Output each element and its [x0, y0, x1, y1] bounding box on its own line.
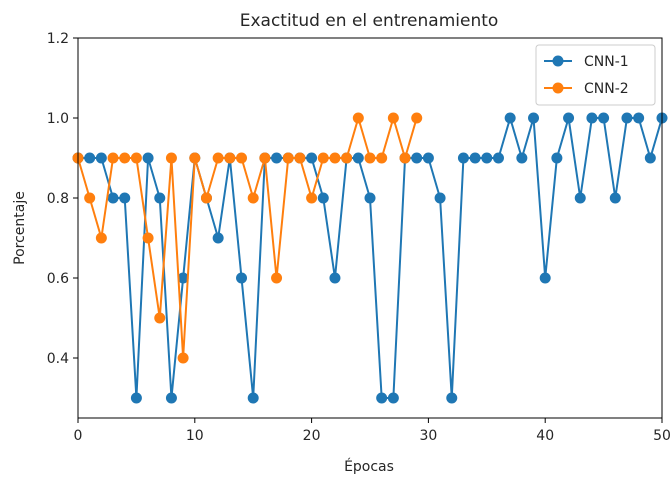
data-point-cnn-1: [516, 152, 528, 164]
legend-marker-cnn-1: [552, 55, 564, 67]
data-point-cnn-2: [399, 152, 411, 164]
data-point-cnn-2: [107, 152, 119, 164]
data-point-cnn-1: [446, 392, 458, 404]
data-point-cnn-1: [434, 192, 446, 204]
data-point-cnn-2: [352, 112, 364, 124]
data-point-cnn-2: [142, 232, 154, 244]
data-point-cnn-2: [329, 152, 341, 164]
legend-label-cnn-2: CNN-2: [584, 81, 629, 97]
legend-marker-cnn-2: [552, 82, 564, 94]
data-point-cnn-1: [165, 392, 177, 404]
data-point-cnn-1: [411, 152, 423, 164]
data-point-cnn-2: [224, 152, 236, 164]
data-point-cnn-2: [212, 152, 224, 164]
data-point-cnn-1: [119, 192, 131, 204]
x-tick-label: 50: [653, 428, 671, 444]
data-point-cnn-2: [165, 152, 177, 164]
data-point-cnn-1: [236, 272, 248, 284]
y-axis: 0.4 0.6 0.8 1.0 1.2: [47, 31, 78, 367]
data-point-cnn-1: [107, 192, 119, 204]
x-tick-label: 10: [186, 428, 204, 444]
y-tick-label: 0.8: [47, 191, 69, 207]
data-point-cnn-1: [247, 392, 259, 404]
y-tick-label: 0.4: [47, 351, 69, 367]
x-axis: 0 10 20 30 40 50: [74, 418, 671, 444]
data-point-cnn-2: [364, 152, 376, 164]
data-point-cnn-1: [364, 192, 376, 204]
data-point-cnn-1: [130, 392, 142, 404]
data-point-cnn-1: [212, 232, 224, 244]
x-tick-label: 20: [303, 428, 321, 444]
data-point-cnn-1: [306, 152, 318, 164]
data-point-cnn-1: [574, 192, 586, 204]
data-point-cnn-1: [563, 112, 575, 124]
data-point-cnn-1: [387, 392, 399, 404]
data-point-cnn-1: [633, 112, 645, 124]
data-point-cnn-2: [282, 152, 294, 164]
data-point-cnn-2: [376, 152, 388, 164]
series-line-cnn-2: [77, 117, 418, 359]
chart-title: Exactitud en el entrenamiento: [240, 11, 499, 31]
data-point-cnn-1: [492, 152, 504, 164]
x-tick-label: 0: [74, 428, 83, 444]
y-tick-label: 1.0: [47, 111, 69, 127]
data-point-cnn-1: [644, 152, 656, 164]
data-point-cnn-2: [294, 152, 306, 164]
data-point-cnn-2: [130, 152, 142, 164]
data-point-cnn-1: [95, 152, 107, 164]
data-point-cnn-2: [317, 152, 329, 164]
data-point-cnn-1: [528, 112, 540, 124]
data-point-cnn-2: [411, 112, 423, 124]
data-point-cnn-1: [177, 272, 189, 284]
data-point-cnn-2: [341, 152, 353, 164]
data-point-cnn-2: [387, 112, 399, 124]
data-point-cnn-2: [95, 232, 107, 244]
data-point-cnn-2: [119, 152, 131, 164]
data-point-cnn-2: [200, 192, 212, 204]
data-point-cnn-1: [621, 112, 633, 124]
legend-label-cnn-1: CNN-1: [584, 54, 629, 70]
data-point-cnn-1: [598, 112, 610, 124]
data-point-cnn-1: [376, 392, 388, 404]
x-tick-label: 30: [419, 428, 437, 444]
y-tick-label: 1.2: [47, 31, 69, 47]
data-point-cnn-1: [142, 152, 154, 164]
data-point-cnn-2: [247, 192, 259, 204]
legend: CNN-1 CNN-2: [535, 44, 656, 106]
data-point-cnn-1: [504, 112, 516, 124]
data-point-cnn-1: [422, 152, 434, 164]
data-point-cnn-1: [586, 112, 598, 124]
data-point-cnn-2: [236, 152, 248, 164]
plot-frame: [77, 37, 663, 419]
data-point-cnn-1: [329, 272, 341, 284]
x-axis-label: Épocas: [344, 458, 394, 475]
data-point-cnn-2: [177, 352, 189, 364]
x-tick-label: 40: [536, 428, 554, 444]
data-point-cnn-1: [539, 272, 551, 284]
data-point-cnn-2: [306, 192, 318, 204]
data-point-cnn-1: [481, 152, 493, 164]
data-point-cnn-1: [352, 152, 364, 164]
data-point-cnn-2: [189, 152, 201, 164]
data-point-cnn-2: [84, 192, 96, 204]
data-point-cnn-1: [551, 152, 563, 164]
data-point-cnn-1: [317, 192, 329, 204]
y-axis-label: Porcentaje: [12, 191, 28, 265]
y-tick-label: 0.6: [47, 271, 69, 287]
data-point-cnn-1: [469, 152, 481, 164]
plot-content: [72, 112, 668, 404]
data-point-cnn-2: [154, 312, 166, 324]
series-cnn-2: [72, 112, 423, 364]
data-point-cnn-1: [457, 152, 469, 164]
data-point-cnn-2: [271, 272, 283, 284]
data-point-cnn-1: [84, 152, 96, 164]
data-point-cnn-1: [271, 152, 283, 164]
data-point-cnn-1: [609, 192, 621, 204]
data-point-cnn-2: [259, 152, 271, 164]
data-point-cnn-1: [154, 192, 166, 204]
